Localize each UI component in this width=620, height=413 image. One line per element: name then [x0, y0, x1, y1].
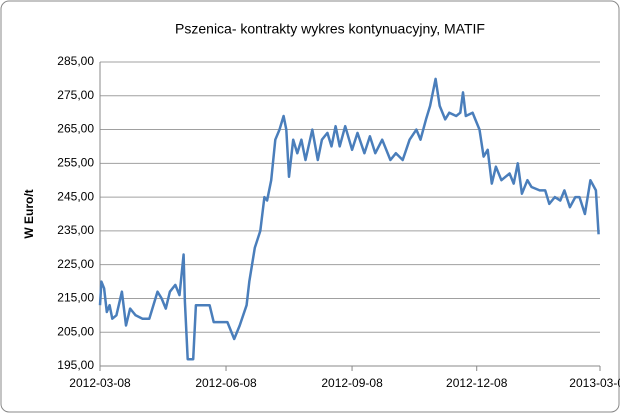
y-tick-label: 225,00 — [57, 257, 94, 271]
y-tick-label: 285,00 — [57, 54, 94, 68]
x-tick-label: 2013-03-08 — [569, 376, 620, 390]
x-tick-label: 2012-09-08 — [321, 376, 383, 390]
y-axis-label: W Euro/t — [22, 189, 36, 238]
line-series — [98, 77, 600, 361]
x-tick-label: 2012-03-08 — [69, 376, 131, 390]
chart-title: Pszenica- kontrakty wykres kontynuacyjny… — [175, 21, 485, 37]
y-tick-label: 275,00 — [57, 88, 94, 102]
y-tick-label: 255,00 — [57, 156, 94, 170]
y-tick-label: 235,00 — [57, 223, 94, 237]
y-tick-label: 245,00 — [57, 189, 94, 203]
y-tick-label: 265,00 — [57, 122, 94, 136]
y-tick-label: 215,00 — [57, 291, 94, 305]
x-tick-label: 2012-12-08 — [446, 376, 508, 390]
y-tick-label: 205,00 — [57, 324, 94, 338]
y-tick-label: 195,00 — [57, 358, 94, 372]
x-tick-label: 2012-06-08 — [195, 376, 257, 390]
